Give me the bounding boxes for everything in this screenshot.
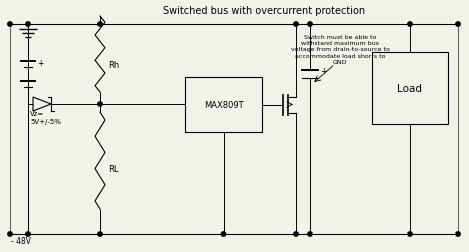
Circle shape	[308, 232, 312, 236]
Text: +: +	[37, 59, 43, 68]
Circle shape	[294, 23, 298, 27]
Circle shape	[26, 232, 30, 236]
Circle shape	[98, 102, 102, 107]
Bar	[372, 53, 448, 124]
Circle shape	[408, 23, 412, 27]
Circle shape	[26, 23, 30, 27]
Text: +: +	[320, 67, 327, 76]
Circle shape	[308, 23, 312, 27]
Text: - 48V: - 48V	[11, 236, 31, 245]
Text: Switched bus with overcurrent protection: Switched bus with overcurrent protection	[163, 6, 365, 16]
Circle shape	[408, 232, 412, 236]
Circle shape	[294, 232, 298, 236]
Circle shape	[98, 23, 102, 27]
Circle shape	[8, 232, 12, 236]
Bar	[10, 25, 458, 234]
Bar	[185, 78, 262, 133]
Circle shape	[456, 232, 460, 236]
Text: MAX809T: MAX809T	[204, 101, 243, 110]
Text: Load: Load	[398, 84, 423, 94]
Text: Switch must be able to
withstand maximum bus
voltage from drain-to-source to
acc: Switch must be able to withstand maximum…	[291, 35, 389, 65]
Circle shape	[221, 232, 226, 236]
Circle shape	[8, 23, 12, 27]
Text: Vz=
5V+/-5%: Vz= 5V+/-5%	[30, 110, 61, 125]
Circle shape	[456, 23, 460, 27]
Text: RL: RL	[108, 165, 119, 174]
Text: Rh: Rh	[108, 60, 119, 69]
Circle shape	[98, 232, 102, 236]
